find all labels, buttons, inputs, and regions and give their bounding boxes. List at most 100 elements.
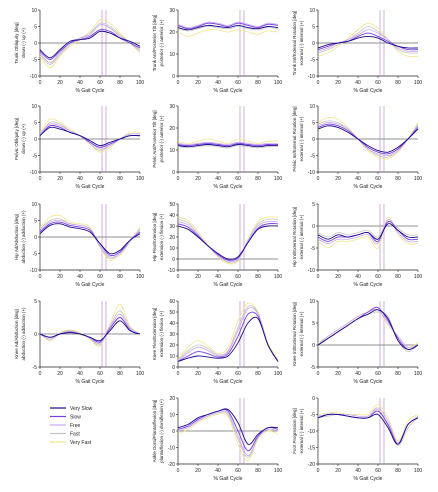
y-axis-direction-label: external (-) internal (+): [299, 20, 304, 65]
y-tick-label: 5: [34, 219, 37, 225]
series-line: [39, 22, 141, 65]
y-tick-label: 20: [169, 396, 175, 402]
series-line: [317, 308, 419, 348]
x-tick-label: 60: [97, 274, 103, 280]
y-tick-label: 10: [169, 52, 175, 58]
chart-panel: 0 10 20 30 0 20 40 60 80 100 % Gait Cycle Trunk Ant…: [152, 8, 282, 94]
y-axis-label: Trunk Ant/Posterior Tilt [deg]: [152, 15, 157, 72]
series-line: [177, 216, 279, 265]
x-tick-label: 60: [235, 80, 241, 86]
y-tick-label: 20: [169, 30, 175, 36]
series-line: [39, 310, 141, 346]
series-line: [317, 22, 419, 57]
x-tick-label: 40: [77, 176, 83, 182]
y-tick-label: 0: [172, 429, 175, 435]
series-line: [177, 410, 279, 457]
x-axis-label: % Gait Cycle: [214, 282, 243, 288]
x-tick-label: 0: [317, 176, 320, 182]
x-tick-label: 80: [395, 371, 401, 377]
x-tick-label: 100: [274, 371, 283, 377]
x-tick-label: 80: [255, 80, 261, 86]
x-tick-label: 40: [355, 371, 361, 377]
x-tick-label: 80: [117, 274, 123, 280]
series-line: [177, 307, 279, 362]
chart-panel: 0 10 20 30 40 50 60 0 20 40 60 80 100 % Gait Cycle Kne…: [152, 299, 282, 385]
y-tick-label: -5: [311, 154, 316, 160]
x-tick-label: 20: [195, 468, 201, 474]
x-tick-label: 20: [195, 371, 201, 377]
x-tick-label: 60: [375, 80, 381, 86]
series-line: [177, 316, 279, 362]
series-line: [177, 223, 279, 261]
series-line: [39, 19, 141, 69]
x-tick-label: 40: [215, 274, 221, 280]
y-tick-label: -5: [33, 365, 38, 371]
x-axis-label: % Gait Cycle: [354, 88, 383, 94]
series-line: [39, 24, 141, 64]
x-tick-label: 60: [235, 371, 241, 377]
series-line: [177, 225, 279, 260]
x-tick-label: 100: [136, 371, 145, 377]
series-line: [177, 144, 279, 148]
y-axis-label: Knee Ad/Abduction [deg]: [14, 309, 19, 359]
x-tick-label: 80: [395, 176, 401, 182]
series-line: [317, 123, 419, 155]
y-tick-label: 10: [31, 8, 37, 14]
y-tick-label: 30: [169, 8, 175, 14]
y-tick-label: 0: [34, 332, 37, 338]
legend-label: Fast: [70, 432, 80, 438]
x-tick-label: 20: [335, 468, 341, 474]
series-line: [177, 22, 279, 30]
x-tick-label: 40: [355, 468, 361, 474]
series-line: [317, 413, 419, 445]
y-axis-direction-label: plantarflexion (-) dorsiflexion (+): [159, 399, 164, 463]
y-tick-label: 5: [34, 299, 37, 305]
y-tick-label: 5: [312, 202, 315, 208]
y-tick-label: -15: [308, 446, 315, 452]
y-axis-label: Pelvic Ant/Posterior Tilt [deg]: [152, 110, 157, 167]
y-axis-label: Hip Flex/Extension [deg]: [152, 213, 157, 262]
series-line: [177, 21, 279, 29]
x-tick-label: 20: [335, 176, 341, 182]
y-axis-label: Knee Int/External Rotation [deg]: [292, 302, 297, 366]
y-tick-label: 50: [169, 202, 175, 208]
x-tick-label: 60: [375, 371, 381, 377]
y-tick-label: 0: [172, 365, 175, 371]
x-tick-label: 20: [57, 80, 63, 86]
y-tick-label: -10: [168, 446, 175, 452]
y-tick-label: 0: [312, 41, 315, 47]
x-tick-label: 20: [335, 80, 341, 86]
y-tick-label: 0: [312, 137, 315, 143]
series-line: [177, 311, 279, 362]
x-axis-label: % Gait Cycle: [214, 476, 243, 482]
chart-panel: -20 -15 -10 -5 0 0 20 40 60 80 100 % Gait Cycle Foot…: [292, 396, 422, 482]
y-axis-label: Hip Int/External Rotation [deg]: [292, 207, 297, 267]
y-tick-label: -10: [308, 429, 315, 435]
chart-panel: -10 -5 0 5 0 20 40 60 80 100 % Gait Cycle Hip Int/E…: [292, 202, 422, 288]
y-tick-label: -10: [308, 268, 315, 274]
x-tick-label: 40: [355, 80, 361, 86]
y-tick-label: 40: [169, 213, 175, 219]
y-tick-label: -5: [33, 58, 38, 64]
x-tick-label: 0: [177, 80, 180, 86]
series-line: [177, 24, 279, 31]
x-tick-label: 0: [39, 176, 42, 182]
y-axis-direction-label: abduction (-) adduction (+): [21, 210, 26, 263]
y-tick-label: -20: [308, 462, 315, 468]
x-tick-label: 80: [255, 274, 261, 280]
series-line: [317, 404, 419, 442]
x-tick-label: 40: [77, 274, 83, 280]
y-tick-label: -20: [168, 462, 175, 468]
x-tick-label: 80: [255, 468, 261, 474]
y-axis-label: Trunk Int/External Rotation [deg]: [292, 11, 297, 76]
x-tick-label: 60: [375, 468, 381, 474]
y-axis-direction-label: extension (-) flexion (+): [159, 310, 164, 357]
x-axis-label: % Gait Cycle: [76, 184, 105, 190]
y-axis-direction-label: posterior (-) anterior (+): [159, 19, 164, 66]
x-tick-label: 60: [235, 176, 241, 182]
